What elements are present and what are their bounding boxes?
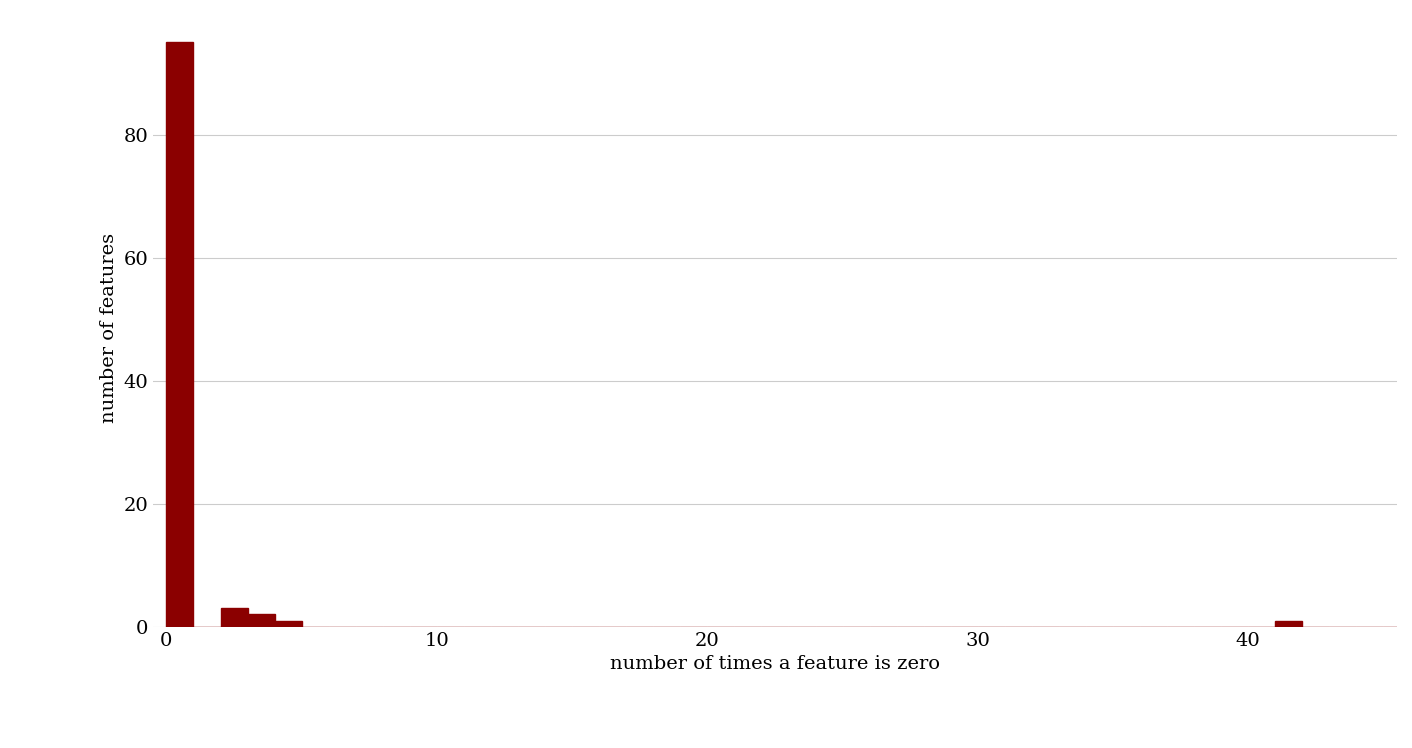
X-axis label: number of times a feature is zero: number of times a feature is zero	[610, 655, 940, 673]
Y-axis label: number of features: number of features	[100, 233, 117, 423]
Bar	[167, 43, 193, 627]
Bar	[274, 621, 302, 627]
Bar	[220, 608, 247, 627]
Bar	[1275, 621, 1302, 627]
Bar	[247, 614, 274, 627]
